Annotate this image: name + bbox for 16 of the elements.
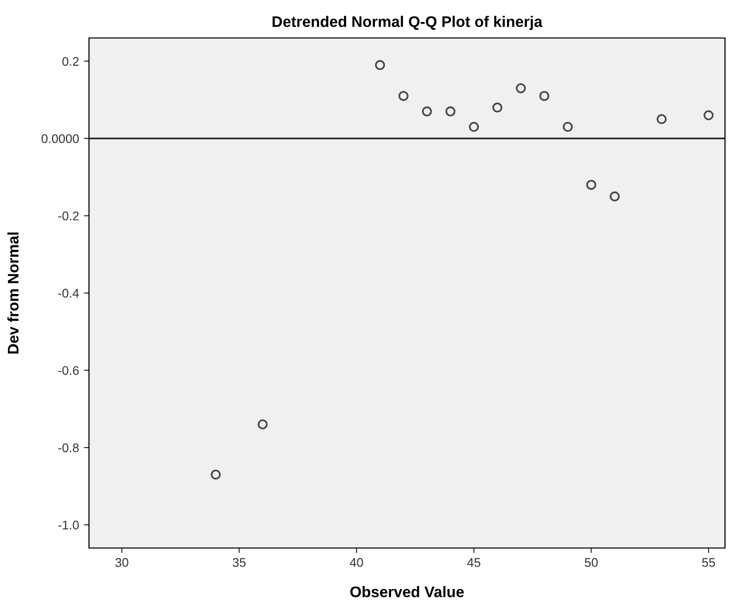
x-tick-label: 30 <box>115 558 128 567</box>
y-tick-label: -1.0 <box>58 520 79 530</box>
x-axis-title: Observed Value <box>350 586 464 598</box>
chart-title: Detrended Normal Q-Q Plot of kinerja <box>272 16 543 30</box>
x-tick-label: 50 <box>584 558 598 567</box>
y-tick-label: 0.2 <box>62 56 79 66</box>
x-tick-label: 40 <box>350 558 364 567</box>
x-tick-label: 35 <box>232 558 246 567</box>
y-tick-label: -0.4 <box>58 288 79 298</box>
y-tick-label: -0.2 <box>58 212 79 220</box>
x-tick-label: 55 <box>702 558 715 567</box>
x-tick-label: 45 <box>467 558 480 567</box>
y-tick-label: -0.6 <box>58 366 79 375</box>
y-axis-title: Dev from Normal <box>7 232 19 354</box>
y-tick-label: -0.8 <box>58 443 79 452</box>
y-tick-label: 0.0000 <box>42 134 79 144</box>
